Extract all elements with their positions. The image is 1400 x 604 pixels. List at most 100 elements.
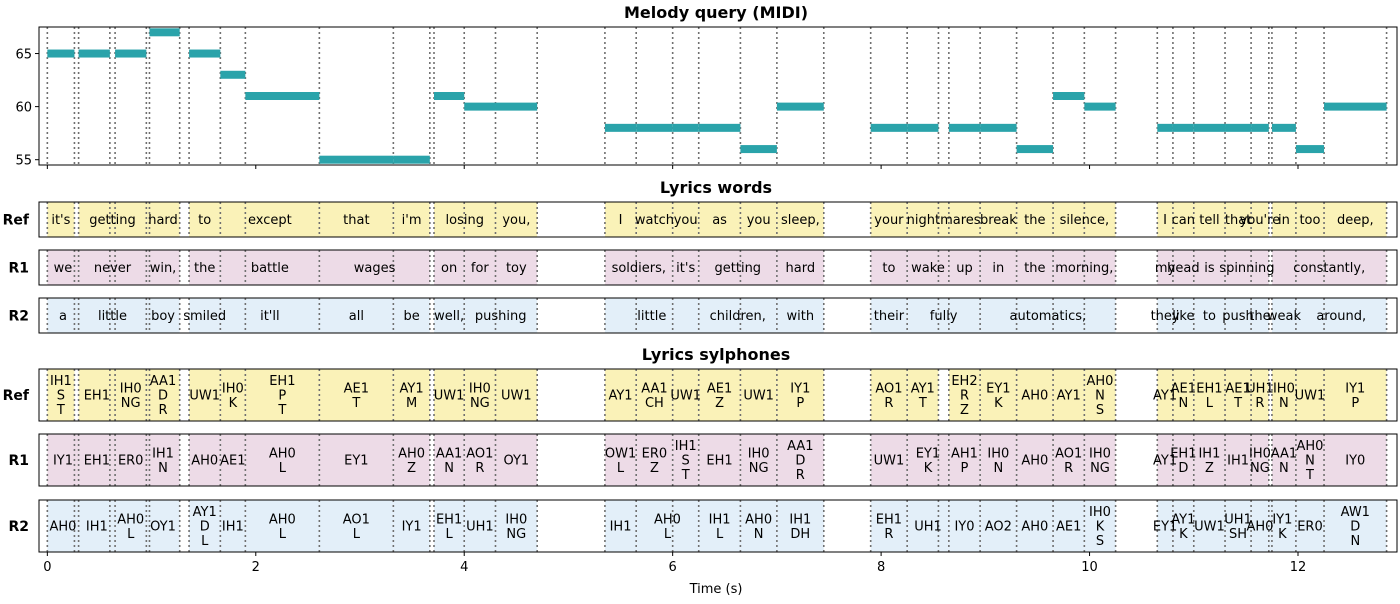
segment-block bbox=[146, 500, 180, 552]
segment-label-line: with bbox=[787, 309, 815, 324]
note-bar bbox=[980, 123, 1017, 132]
segment-label: AE1 T bbox=[1225, 381, 1250, 411]
segment-block bbox=[220, 434, 246, 486]
segment-block bbox=[776, 298, 824, 333]
segment-block bbox=[78, 369, 116, 421]
segment-label-line: N bbox=[1279, 396, 1289, 411]
segment-label-line: R bbox=[796, 468, 805, 483]
segment-label-line: EH1 bbox=[436, 512, 462, 527]
segment-label-line: to bbox=[882, 261, 895, 276]
row-label: R1 bbox=[8, 453, 29, 469]
segment-label: AH0 L bbox=[117, 512, 144, 542]
segment-label-line: IY1 bbox=[53, 454, 73, 469]
segment-label: AH0 bbox=[1246, 520, 1273, 535]
segment-block bbox=[1193, 434, 1226, 486]
segment-block bbox=[1295, 369, 1325, 421]
segment-label-line: UH1 bbox=[466, 520, 494, 535]
segment-label-line: R bbox=[884, 396, 893, 411]
segment-label: i'm bbox=[402, 213, 422, 228]
segment-label-line: EY1 bbox=[986, 381, 1010, 396]
row-label: R1 bbox=[8, 261, 29, 277]
segment-block bbox=[47, 202, 75, 237]
note-bar bbox=[1157, 123, 1173, 132]
note-bar bbox=[870, 123, 908, 132]
segment-label-line: ER0 bbox=[642, 446, 668, 461]
segment-block bbox=[1271, 434, 1296, 486]
segment-label-line: AH0 bbox=[1021, 389, 1048, 404]
segment-block bbox=[740, 369, 777, 421]
segment-label: as bbox=[712, 213, 727, 228]
segment-label: AA1 D R bbox=[787, 439, 813, 483]
segment-block bbox=[776, 202, 824, 237]
segment-label: EH1 bbox=[84, 389, 110, 404]
segment-label: head bbox=[1167, 261, 1199, 276]
segment-label: UH1 R bbox=[1246, 381, 1274, 411]
segment-block bbox=[146, 434, 180, 486]
melody-panel: Melody query (MIDI) 55 60 65 bbox=[15, 3, 1398, 169]
segment-label-line: NG bbox=[470, 396, 490, 411]
note-bar bbox=[220, 70, 246, 79]
x-axis: 0 2 4 6 8 10 12 bbox=[43, 552, 1306, 575]
segment-label-line: AA1 bbox=[641, 381, 667, 396]
segment-block bbox=[495, 434, 538, 486]
segment-block bbox=[948, 434, 981, 486]
segment-label: IH0 NG bbox=[1249, 446, 1271, 476]
segment-label-line: EY1 bbox=[916, 446, 940, 461]
note-bar bbox=[698, 123, 741, 132]
segment-label-line: EH1 bbox=[1196, 381, 1222, 396]
segment-block bbox=[1271, 298, 1296, 333]
segment-label: IY1 bbox=[402, 520, 422, 535]
segment-label: OY1 bbox=[503, 454, 529, 469]
segment-label-line: constantly, bbox=[1293, 261, 1365, 276]
segment-label: in bbox=[992, 261, 1004, 276]
segment-label: IH0 NG bbox=[1089, 446, 1111, 476]
segment-label-line: UW1 bbox=[1194, 520, 1225, 535]
segment-block bbox=[907, 298, 981, 333]
segment-label: pushing bbox=[475, 309, 527, 324]
segment-label: hard bbox=[148, 213, 178, 228]
segment-block bbox=[1172, 250, 1194, 285]
segment-block bbox=[47, 298, 79, 333]
note-bar bbox=[393, 155, 430, 164]
segment-label-line: that bbox=[343, 213, 369, 228]
lane-frame bbox=[38, 368, 1398, 422]
segment-block bbox=[1084, 500, 1116, 552]
segment-label: getting bbox=[89, 213, 136, 228]
segment-label: AW1 D N bbox=[1341, 505, 1370, 549]
segment-block bbox=[1193, 202, 1226, 237]
segment-label-line: IH1 bbox=[610, 520, 632, 535]
segment-block bbox=[245, 369, 320, 421]
segment-block bbox=[1157, 202, 1173, 237]
segment-label: fully bbox=[930, 309, 958, 324]
segment-label-line: you're bbox=[1240, 213, 1281, 228]
segment-label-line: AH0 bbox=[117, 512, 144, 527]
segment-label-line: R bbox=[960, 389, 969, 404]
note-bar bbox=[1053, 92, 1085, 100]
note-bar bbox=[245, 92, 320, 100]
segment-block bbox=[948, 500, 981, 552]
segment-label-line: children, bbox=[710, 309, 766, 324]
segment-label: AO1 R bbox=[875, 381, 902, 411]
segment-label: AY1 bbox=[1153, 454, 1177, 469]
segment-label-line: NG bbox=[749, 461, 769, 476]
note-bar bbox=[433, 92, 465, 100]
segment-block bbox=[636, 369, 673, 421]
segment-label: the bbox=[1024, 213, 1045, 228]
segment-label-line: AE1 bbox=[220, 454, 245, 469]
segment-label-line: AH0 bbox=[1246, 520, 1273, 535]
segment-block bbox=[189, 500, 221, 552]
sylphones-title: Lyrics sylphones bbox=[642, 345, 791, 364]
segment-label-line: N bbox=[754, 527, 764, 542]
segment-label: EH1 bbox=[84, 454, 110, 469]
segment-label-line: around, bbox=[1316, 309, 1366, 324]
segment-block bbox=[870, 434, 908, 486]
segment-label-line: IH1 bbox=[86, 520, 108, 535]
note-bar bbox=[776, 102, 824, 111]
segment-label-line: IY0 bbox=[1345, 454, 1365, 469]
segment-label: AA1 D R bbox=[150, 374, 176, 418]
segment-block bbox=[1172, 298, 1194, 333]
segment-label: except bbox=[248, 213, 292, 228]
segment-label-line: deep, bbox=[1337, 213, 1374, 228]
